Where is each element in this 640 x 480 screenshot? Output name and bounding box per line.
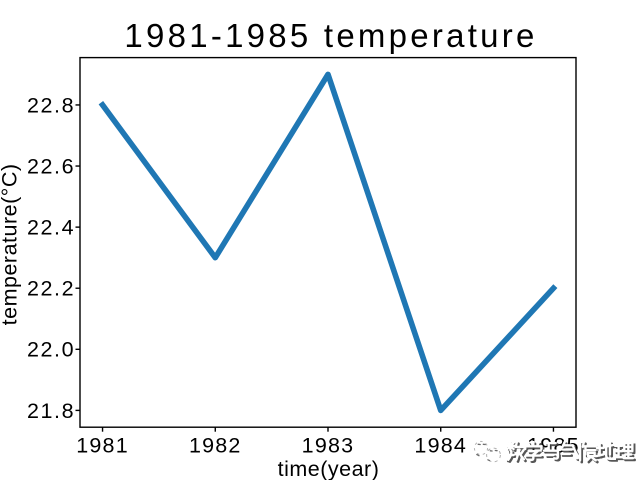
svg-text:1981-1985 temperature: 1981-1985 temperature — [124, 17, 537, 54]
svg-text:22.4: 22.4 — [27, 216, 75, 240]
svg-text:21.8: 21.8 — [27, 399, 75, 423]
svg-text:1982: 1982 — [189, 433, 242, 457]
svg-text:22.0: 22.0 — [27, 338, 75, 362]
svg-text:22.8: 22.8 — [27, 93, 75, 117]
svg-text:1981: 1981 — [76, 433, 129, 457]
svg-text:22.2: 22.2 — [27, 277, 75, 301]
svg-text:temperature(°C): temperature(°C) — [0, 163, 22, 325]
svg-text:22.6: 22.6 — [27, 154, 75, 178]
svg-text:time(year): time(year) — [278, 457, 380, 480]
svg-text:1983: 1983 — [302, 433, 355, 457]
svg-text:1984: 1984 — [414, 433, 467, 457]
